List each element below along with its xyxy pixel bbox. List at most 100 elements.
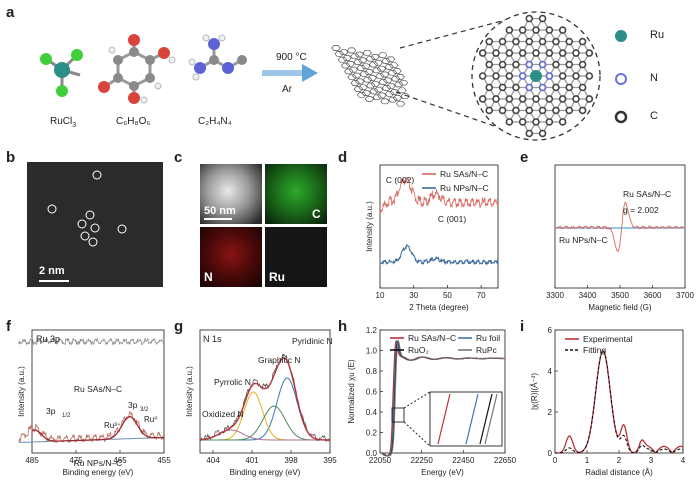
label-ru-sas-epr: Ru SAs/N–C bbox=[623, 189, 671, 199]
panel-label-i: i bbox=[520, 318, 525, 335]
graphene-sheet-icon bbox=[331, 45, 410, 107]
precursor-c6h8o6: C₆H₈O₆ bbox=[116, 116, 151, 127]
synthesis-schematic bbox=[40, 11, 628, 141]
channel-c: C bbox=[312, 207, 321, 221]
series-ru-sas-epr bbox=[554, 201, 686, 252]
x-tick-label-d: 10 bbox=[376, 291, 385, 300]
annotation-c001: C (001) bbox=[438, 214, 467, 224]
series-ru-sas-xps bbox=[18, 337, 165, 346]
annotation-3p12-sub: 1/2 bbox=[62, 413, 71, 419]
label-oxidized: Oxidized N bbox=[202, 409, 244, 419]
x-tick-label-e: 3700 bbox=[676, 291, 694, 300]
y-axis-label-d: Intensity (a.u.) bbox=[365, 201, 374, 252]
y-axis-label-i: |χ(R)|(Å⁻³) bbox=[530, 373, 539, 410]
panel-label-h: h bbox=[338, 318, 348, 335]
eds-map-n: N bbox=[200, 227, 262, 287]
legend-i-1: Fitting bbox=[583, 345, 606, 355]
legend-i-0: Experimental bbox=[583, 334, 633, 344]
x-tick-label-e: 3600 bbox=[644, 291, 662, 300]
y-axis-label-f: Intensity (a.u.) bbox=[17, 366, 26, 417]
x-tick-label-d: 30 bbox=[409, 291, 418, 300]
x-tick-label-h: 22650 bbox=[494, 456, 517, 465]
reaction-arrow-icon bbox=[262, 64, 318, 82]
x-tick-label-h: 22250 bbox=[411, 456, 434, 465]
legend-h-0: Ru SAs/N–C bbox=[408, 333, 456, 343]
inset-series-0 bbox=[437, 393, 451, 445]
ascorbic-acid-molecule-icon bbox=[98, 34, 176, 104]
haadf-stem-image: 2 nm bbox=[27, 162, 163, 287]
x-tick-label-g: 401 bbox=[245, 456, 259, 465]
series-ru-sas-xrd bbox=[379, 176, 499, 215]
annotation-3p12: 3p bbox=[46, 406, 56, 416]
x-tick-label-g: 398 bbox=[284, 456, 298, 465]
series-experimental bbox=[555, 350, 684, 454]
zoom-line-h1 bbox=[403, 391, 431, 409]
title-f: Ru 3p bbox=[36, 334, 61, 344]
x-tick-label-d: 50 bbox=[443, 291, 452, 300]
y-tick-label-h: 1.0 bbox=[366, 347, 378, 356]
panel-label-b: b bbox=[6, 149, 16, 166]
x-tick-label-g: 395 bbox=[323, 456, 337, 465]
panel-label-c: c bbox=[174, 149, 183, 166]
x-tick-label-e: 3400 bbox=[579, 291, 597, 300]
single-atom-markers bbox=[39, 170, 127, 282]
y-tick-label-h: 1.2 bbox=[366, 326, 378, 335]
x-tick-label-g: 404 bbox=[206, 456, 220, 465]
y-tick-label-h: 0.4 bbox=[366, 408, 378, 417]
x-tick-label-f: 475 bbox=[69, 456, 83, 465]
x-tick-label-i: 1 bbox=[585, 456, 590, 465]
panel-label-e: e bbox=[520, 149, 529, 166]
legend-h-1: Ru foil bbox=[476, 333, 500, 343]
x-tick-label-h: 22450 bbox=[452, 456, 475, 465]
series-fitting bbox=[555, 350, 684, 454]
x-axis-label-h: Energy (eV) bbox=[421, 468, 464, 477]
x-tick-label-f: 465 bbox=[113, 456, 127, 465]
x-tick-label-e: 3300 bbox=[546, 291, 564, 300]
plot-frame-f bbox=[31, 329, 165, 454]
x-axis-label-i: Radial distance (Å) bbox=[585, 468, 653, 477]
precursor-c2h4n4: C₂H₄N₄ bbox=[198, 116, 232, 127]
label-pyrrolic: Pyrrolic N bbox=[214, 377, 251, 387]
legend-n: N bbox=[650, 72, 658, 84]
y-tick-label-h: 0.8 bbox=[366, 367, 378, 376]
condition-gas: Ar bbox=[282, 84, 292, 95]
x-tick-label-h: 22050 bbox=[369, 456, 392, 465]
panel-label-f: f bbox=[6, 318, 11, 335]
scale-bar-b: 2 nm bbox=[39, 265, 65, 277]
annotation-ru3: Ru³⁺ bbox=[104, 421, 121, 430]
legend-d-0: Ru SAs/N–C bbox=[440, 169, 488, 179]
precursor-rucl3: RuCl3 bbox=[50, 116, 77, 129]
ru-atom-icon bbox=[615, 30, 627, 42]
y-axis-label-h: Normalized χu (E) bbox=[347, 359, 356, 424]
label-f-ru-nps: Ru NPs/N–C bbox=[74, 458, 123, 468]
label-graphitic: Graphitic N bbox=[258, 355, 301, 365]
legend-d-1: Ru NPs/N–C bbox=[440, 183, 489, 193]
channel-n: N bbox=[204, 270, 213, 284]
annotation-g-value: g = 2.002 bbox=[623, 205, 659, 215]
annotation-ru0: Ru⁰ bbox=[144, 415, 157, 424]
dicyandiamide-molecule-icon bbox=[188, 34, 247, 81]
n-atom-icon bbox=[615, 73, 627, 85]
ru-n4-structure-icon bbox=[478, 14, 594, 138]
channel-ru: Ru bbox=[269, 270, 285, 284]
y-tick-label-i: 4 bbox=[548, 367, 553, 376]
series-xanes-3 bbox=[381, 340, 505, 457]
annotation-3p32: 3p bbox=[128, 400, 138, 410]
x-axis-label-e: Magnetic field (G) bbox=[588, 303, 651, 312]
fit-g bbox=[199, 357, 330, 441]
stem-image-c: 50 nm bbox=[200, 164, 262, 224]
label-ru-nps-epr: Ru NPs/N–C bbox=[559, 235, 608, 245]
panel-label-g: g bbox=[174, 318, 184, 335]
inset-series-1 bbox=[465, 393, 479, 445]
y-axis-label-g: Intensity (a.u.) bbox=[185, 366, 194, 417]
legend-ru: Ru bbox=[650, 29, 665, 41]
eds-map-c: C bbox=[265, 164, 327, 224]
zoom-box-h bbox=[391, 407, 405, 423]
plot-frame-e bbox=[554, 164, 686, 289]
fit-f bbox=[31, 416, 164, 442]
annotation-3p32-sub: 3/2 bbox=[140, 407, 149, 413]
inset-series-2 bbox=[479, 393, 493, 445]
label-f-ru-sas: Ru SAs/N–C bbox=[74, 384, 122, 394]
title-g: N 1s bbox=[203, 334, 222, 344]
